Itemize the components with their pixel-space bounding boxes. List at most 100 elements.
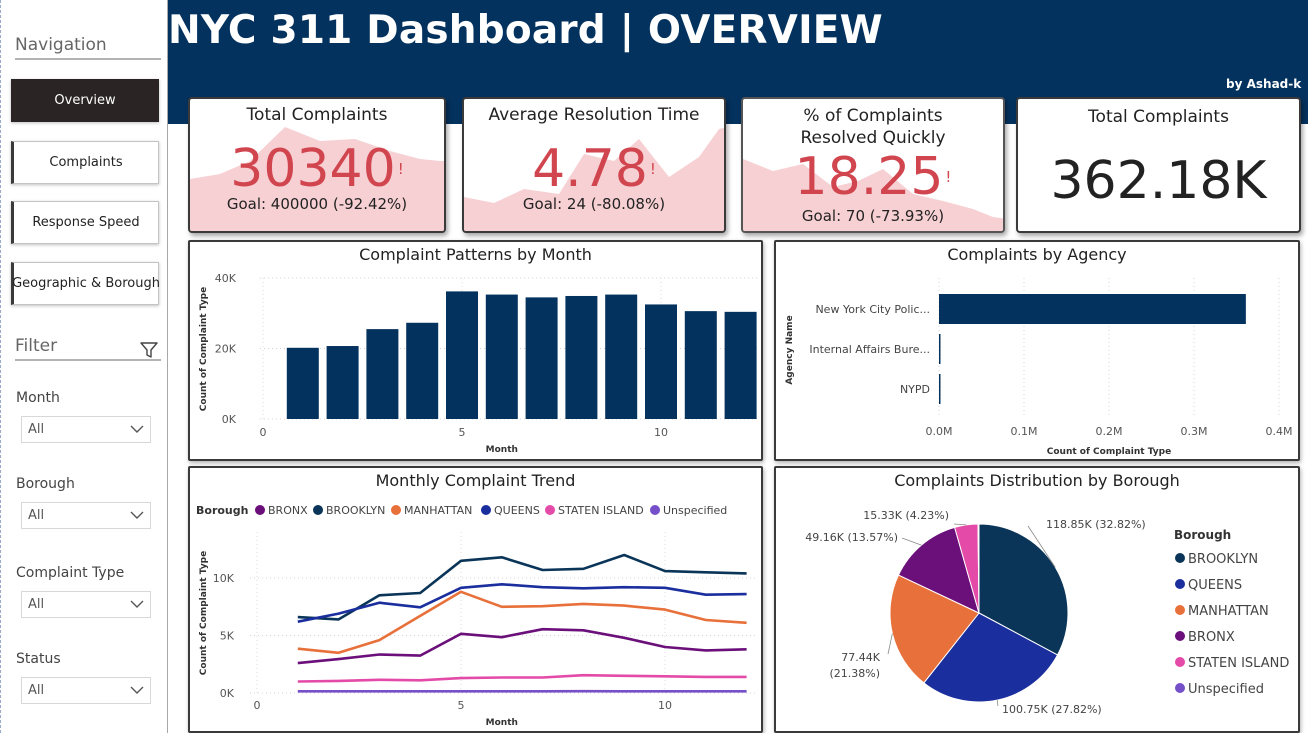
complaints-by-month-chart: 0K 20K 40K 0 5 10 Month Count of Complaint Type — [199, 272, 758, 455]
y-axis-label: Count of Complaint Type — [199, 551, 209, 675]
legend-label: BRONX — [1188, 630, 1235, 645]
y-tick-label: 5K — [220, 630, 235, 643]
x-axis-label: Month — [486, 718, 518, 728]
author-byline: by Ashad-k — [1226, 77, 1302, 91]
data-label: 100.75K (27.82%) — [1002, 703, 1102, 716]
filter-status-value: All — [28, 683, 45, 698]
series-line — [297, 673, 747, 683]
complaints-by-agency-panel: Complaints by Agency 0.0M 0.1M 0.2M 0.3M 0.4… — [774, 240, 1300, 461]
chevron-down-icon — [130, 425, 144, 433]
x-axis-label: Count of Complaint Type — [1047, 447, 1171, 457]
x-tick-label: 0.3M — [1181, 425, 1208, 438]
bar — [939, 374, 941, 404]
page-title: NYC 311 Dashboard | OVERVIEW — [168, 8, 883, 53]
kpi-goal: Goal: 24 (-80.08%) — [522, 195, 666, 213]
kpi-title: Total Complaints — [246, 105, 388, 125]
pie-slice — [889, 574, 980, 684]
bar — [645, 304, 677, 419]
data-label: 49.16K (13.57%) — [805, 531, 898, 544]
data-label-leader — [887, 633, 893, 655]
bar — [485, 294, 518, 419]
x-tick-label: 5 — [459, 426, 466, 439]
kpi-total-complaints-all-card[interactable]: Total Complaints 362.18K — [1016, 97, 1301, 233]
kpi-title: Total Complaints — [1088, 107, 1229, 127]
kpi-resolved-quickly-card[interactable]: % of Complaints Resolved Quickly 18.25! … — [741, 97, 1005, 233]
bar — [939, 294, 1246, 324]
legend-label: Unspecified — [1188, 682, 1264, 697]
legend-label: QUEENS — [1188, 578, 1242, 593]
filter-complaint-type-label: Complaint Type — [16, 565, 125, 581]
y-axis-label: Count of Complaint Type — [199, 287, 209, 411]
x-tick-label: 0.0M — [926, 425, 953, 438]
x-tick-label: 5 — [458, 699, 465, 712]
funnel-icon — [140, 342, 158, 358]
legend-label: BRONX — [268, 504, 308, 517]
pie-slice — [977, 523, 980, 614]
legend-label: Unspecified — [663, 504, 727, 517]
legend-marker — [545, 505, 555, 515]
complaints-by-month-panel: Complaint Patterns by Month 0K 20K 40K 0 5 10… — [188, 240, 763, 461]
legend-marker — [1175, 579, 1185, 589]
data-label-leader — [953, 523, 967, 526]
chart-title: Complaints by Agency — [947, 245, 1127, 264]
legend-label: BROOKLYN — [326, 504, 385, 517]
y-tick-label: New York City Polic... — [815, 303, 930, 316]
y-tick-label: Internal Affairs Bure... — [809, 343, 930, 356]
filter-month-label: Month — [16, 390, 60, 406]
complaints-by-agency-chart: 0.0M 0.1M 0.2M 0.3M 0.4M New York City Polic.… — [785, 278, 1293, 457]
bar — [605, 294, 638, 419]
bar — [525, 297, 558, 419]
y-tick-label: 40K — [215, 272, 237, 285]
kpi-value-number: 18.25 — [794, 147, 944, 207]
bar — [446, 291, 478, 419]
bar — [565, 295, 598, 419]
bar — [326, 346, 359, 419]
chevron-down-icon — [130, 686, 144, 694]
legend-marker — [1175, 553, 1185, 563]
pie-slice — [897, 526, 980, 614]
kpi-value: 362.18K — [1050, 151, 1267, 211]
bar — [684, 311, 717, 419]
bar — [366, 329, 399, 419]
kpi-warning-flag: ! — [397, 160, 404, 178]
x-tick-label: 0 — [254, 699, 261, 712]
series-line — [297, 627, 747, 665]
nav-geographic-borough-button[interactable]: Geographic & Borough — [11, 262, 160, 305]
legend-marker — [1175, 683, 1185, 693]
monthly-complaint-trend-chart: 0K 5K 10K 0 5 10 Borough BRONX BROOKLYN MANHATTAN… — [196, 504, 758, 728]
legend-label: BROOKLYN — [1188, 552, 1258, 567]
x-tick-label: 0.4M — [1266, 425, 1293, 438]
y-tick-label: 10K — [213, 572, 235, 585]
chart-title: Complaints Distribution by Borough — [894, 471, 1180, 490]
filter-status-select[interactable]: All — [21, 677, 151, 704]
chevron-down-icon — [130, 600, 144, 608]
x-tick-label: 0.2M — [1096, 425, 1123, 438]
filter-borough-label: Borough — [16, 476, 75, 492]
kpi-value-number: 4.78 — [532, 139, 648, 199]
x-tick-label: 10 — [658, 699, 672, 712]
legend-marker — [1175, 657, 1185, 667]
filter-borough-select[interactable]: All — [21, 502, 151, 529]
bar — [724, 311, 757, 419]
kpi-warning-flag: ! — [945, 168, 952, 186]
chart-title: Complaint Patterns by Month — [359, 245, 592, 264]
nav-overview-button[interactable]: Overview — [11, 79, 159, 122]
nav-response-speed-button[interactable]: Response Speed — [11, 201, 159, 244]
kpi-sparkline — [464, 127, 724, 231]
nav-complaints-button[interactable]: Complaints — [11, 141, 159, 184]
kpi-value-number: 30340 — [230, 139, 396, 199]
legend-marker — [313, 505, 323, 515]
filter-month-select[interactable]: All — [21, 416, 151, 443]
data-label: 15.33K (4.23%) — [863, 509, 949, 522]
legend-marker — [650, 505, 660, 515]
kpi-title: Average Resolution Time — [488, 105, 700, 125]
kpi-total-complaints-card[interactable]: Total Complaints 30340! Goal: 400000 (-9… — [188, 97, 446, 233]
monthly-complaint-trend-panel: Monthly Complaint Trend 0K 5K 10K 0 5 10 Borou… — [188, 466, 763, 733]
filter-heading-label: Filter — [15, 336, 58, 356]
filter-status-label: Status — [16, 651, 61, 667]
filter-complaint-type-select[interactable]: All — [21, 591, 151, 618]
kpi-value: 18.25! — [743, 149, 1003, 205]
kpi-average-resolution-time-card[interactable]: Average Resolution Time 4.78! Goal: 24 (… — [462, 97, 726, 233]
legend-title: Borough — [196, 504, 248, 517]
